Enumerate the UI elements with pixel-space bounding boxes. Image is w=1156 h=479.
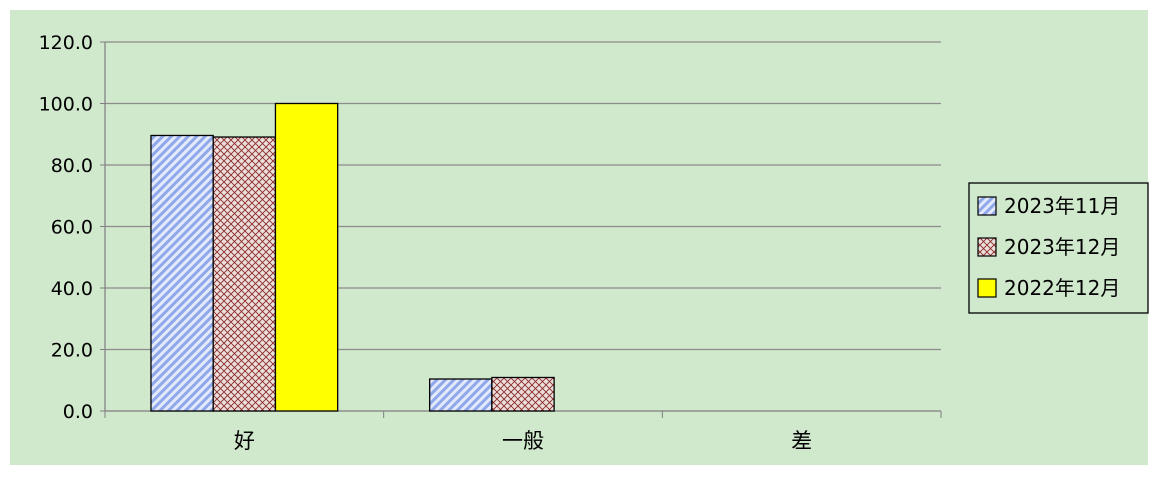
y-tick-label: 80.0 xyxy=(51,155,93,177)
y-tick-label: 40.0 xyxy=(51,278,93,300)
bar xyxy=(212,136,277,412)
bar xyxy=(428,378,493,412)
legend-label: 2022年12月 xyxy=(1004,276,1120,300)
x-tick-label: 一般 xyxy=(502,429,544,453)
y-tick-label: 120.0 xyxy=(39,32,93,54)
bar xyxy=(274,102,339,412)
legend-box xyxy=(968,182,1149,314)
legend-label: 2023年11月 xyxy=(1004,194,1120,218)
bars xyxy=(150,102,555,412)
y-tick-label: 20.0 xyxy=(51,340,93,362)
legend-label: 2023年12月 xyxy=(1004,235,1120,259)
legend-swatch xyxy=(977,278,997,298)
y-tick-label: 60.0 xyxy=(51,217,93,239)
bar xyxy=(150,134,214,412)
x-tick-label: 差 xyxy=(791,429,812,453)
legend-swatch xyxy=(977,196,997,216)
y-tick-label: 100.0 xyxy=(39,94,93,116)
legend: 2023年11月 2023年12月 2022年12月 xyxy=(968,182,1149,314)
tick-labels: 0.0 20.0 40.0 60.0 80.0 100.0 120.0 好 一般 差 xyxy=(39,32,813,453)
legend-swatch xyxy=(977,237,997,257)
bar xyxy=(491,376,555,412)
x-tick-label: 好 xyxy=(234,429,255,453)
y-tick-label: 0.0 xyxy=(63,401,93,423)
